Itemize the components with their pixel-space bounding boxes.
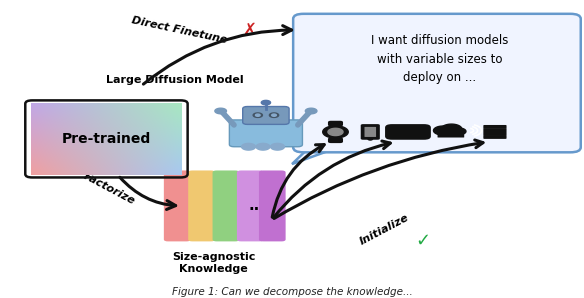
Text: Pre-trained: Pre-trained: [62, 132, 151, 146]
Polygon shape: [270, 143, 284, 150]
Text: Initialize: Initialize: [359, 212, 411, 247]
FancyBboxPatch shape: [293, 14, 580, 152]
Polygon shape: [415, 131, 419, 133]
Polygon shape: [368, 138, 373, 140]
Polygon shape: [328, 128, 343, 136]
Polygon shape: [242, 143, 255, 150]
FancyBboxPatch shape: [361, 124, 380, 140]
Polygon shape: [305, 108, 317, 114]
FancyBboxPatch shape: [397, 129, 402, 135]
Text: ✓: ✓: [415, 232, 430, 250]
Polygon shape: [255, 114, 260, 116]
FancyBboxPatch shape: [188, 170, 215, 241]
Text: Direct Finetune: Direct Finetune: [130, 15, 228, 45]
FancyBboxPatch shape: [484, 132, 506, 136]
FancyBboxPatch shape: [328, 121, 343, 126]
Polygon shape: [441, 124, 462, 134]
FancyBboxPatch shape: [437, 132, 464, 137]
Polygon shape: [292, 147, 338, 164]
Polygon shape: [412, 129, 416, 131]
Polygon shape: [261, 100, 270, 105]
Text: Large Diffusion Model: Large Diffusion Model: [106, 75, 244, 85]
Polygon shape: [433, 126, 452, 135]
Polygon shape: [323, 126, 348, 138]
Text: Figure 1: Can we decompose the knowledge...: Figure 1: Can we decompose the knowledge…: [172, 287, 412, 297]
FancyBboxPatch shape: [364, 127, 376, 137]
FancyBboxPatch shape: [385, 124, 431, 140]
Polygon shape: [253, 113, 262, 117]
FancyBboxPatch shape: [259, 170, 286, 241]
Polygon shape: [269, 113, 279, 117]
Text: ✗: ✗: [242, 21, 255, 39]
FancyBboxPatch shape: [243, 106, 289, 124]
FancyBboxPatch shape: [484, 125, 506, 129]
Polygon shape: [272, 114, 276, 116]
Text: I want diffusion models
with variable sizes to
deploy on ...: I want diffusion models with variable si…: [371, 34, 509, 84]
FancyBboxPatch shape: [230, 120, 303, 147]
Text: ...: ...: [249, 198, 265, 213]
Polygon shape: [215, 108, 227, 114]
Text: Size-agnostic
Knowledge: Size-agnostic Knowledge: [172, 252, 255, 274]
FancyBboxPatch shape: [213, 170, 239, 241]
Text: Factorize: Factorize: [82, 171, 137, 207]
FancyBboxPatch shape: [484, 128, 506, 132]
FancyBboxPatch shape: [393, 131, 406, 133]
FancyBboxPatch shape: [237, 170, 263, 241]
FancyBboxPatch shape: [164, 170, 190, 241]
Polygon shape: [412, 133, 416, 135]
Polygon shape: [256, 143, 270, 150]
Polygon shape: [452, 128, 466, 135]
FancyBboxPatch shape: [328, 137, 343, 143]
FancyBboxPatch shape: [484, 135, 506, 139]
